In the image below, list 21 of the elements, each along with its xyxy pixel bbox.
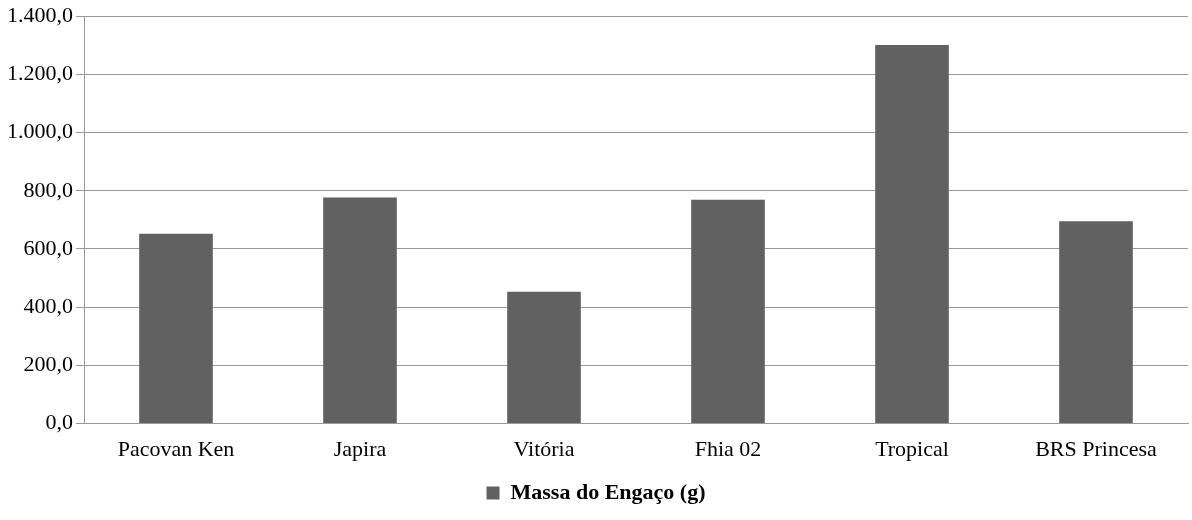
y-tick-label: 0,0 — [45, 409, 73, 435]
legend-label: Massa do Engaço (g) — [510, 478, 706, 504]
x-tick-label: Pacovan Ken — [117, 435, 235, 461]
x-tick-label: Vitória — [513, 435, 575, 461]
y-tick-label: 400,0 — [23, 292, 73, 318]
x-tick-label: Japira — [333, 435, 387, 461]
x-tick-label: Fhia 02 — [694, 435, 762, 461]
bar — [1059, 221, 1133, 424]
y-tick-label: 1.000,0 — [7, 118, 73, 144]
bar — [507, 291, 581, 424]
x-tick-label: BRS Princesa — [1035, 435, 1158, 461]
y-tick-label: 1.200,0 — [7, 60, 73, 86]
y-tick-label: 1.400,0 — [7, 1, 73, 27]
y-tick-label: 200,0 — [23, 351, 73, 377]
bar — [139, 233, 213, 424]
y-tick-label: 600,0 — [23, 234, 73, 260]
bar — [323, 197, 397, 424]
bar — [691, 199, 765, 424]
y-tick-label: 800,0 — [23, 176, 73, 202]
bar — [875, 45, 949, 424]
x-tick-label: Tropical — [875, 435, 949, 461]
